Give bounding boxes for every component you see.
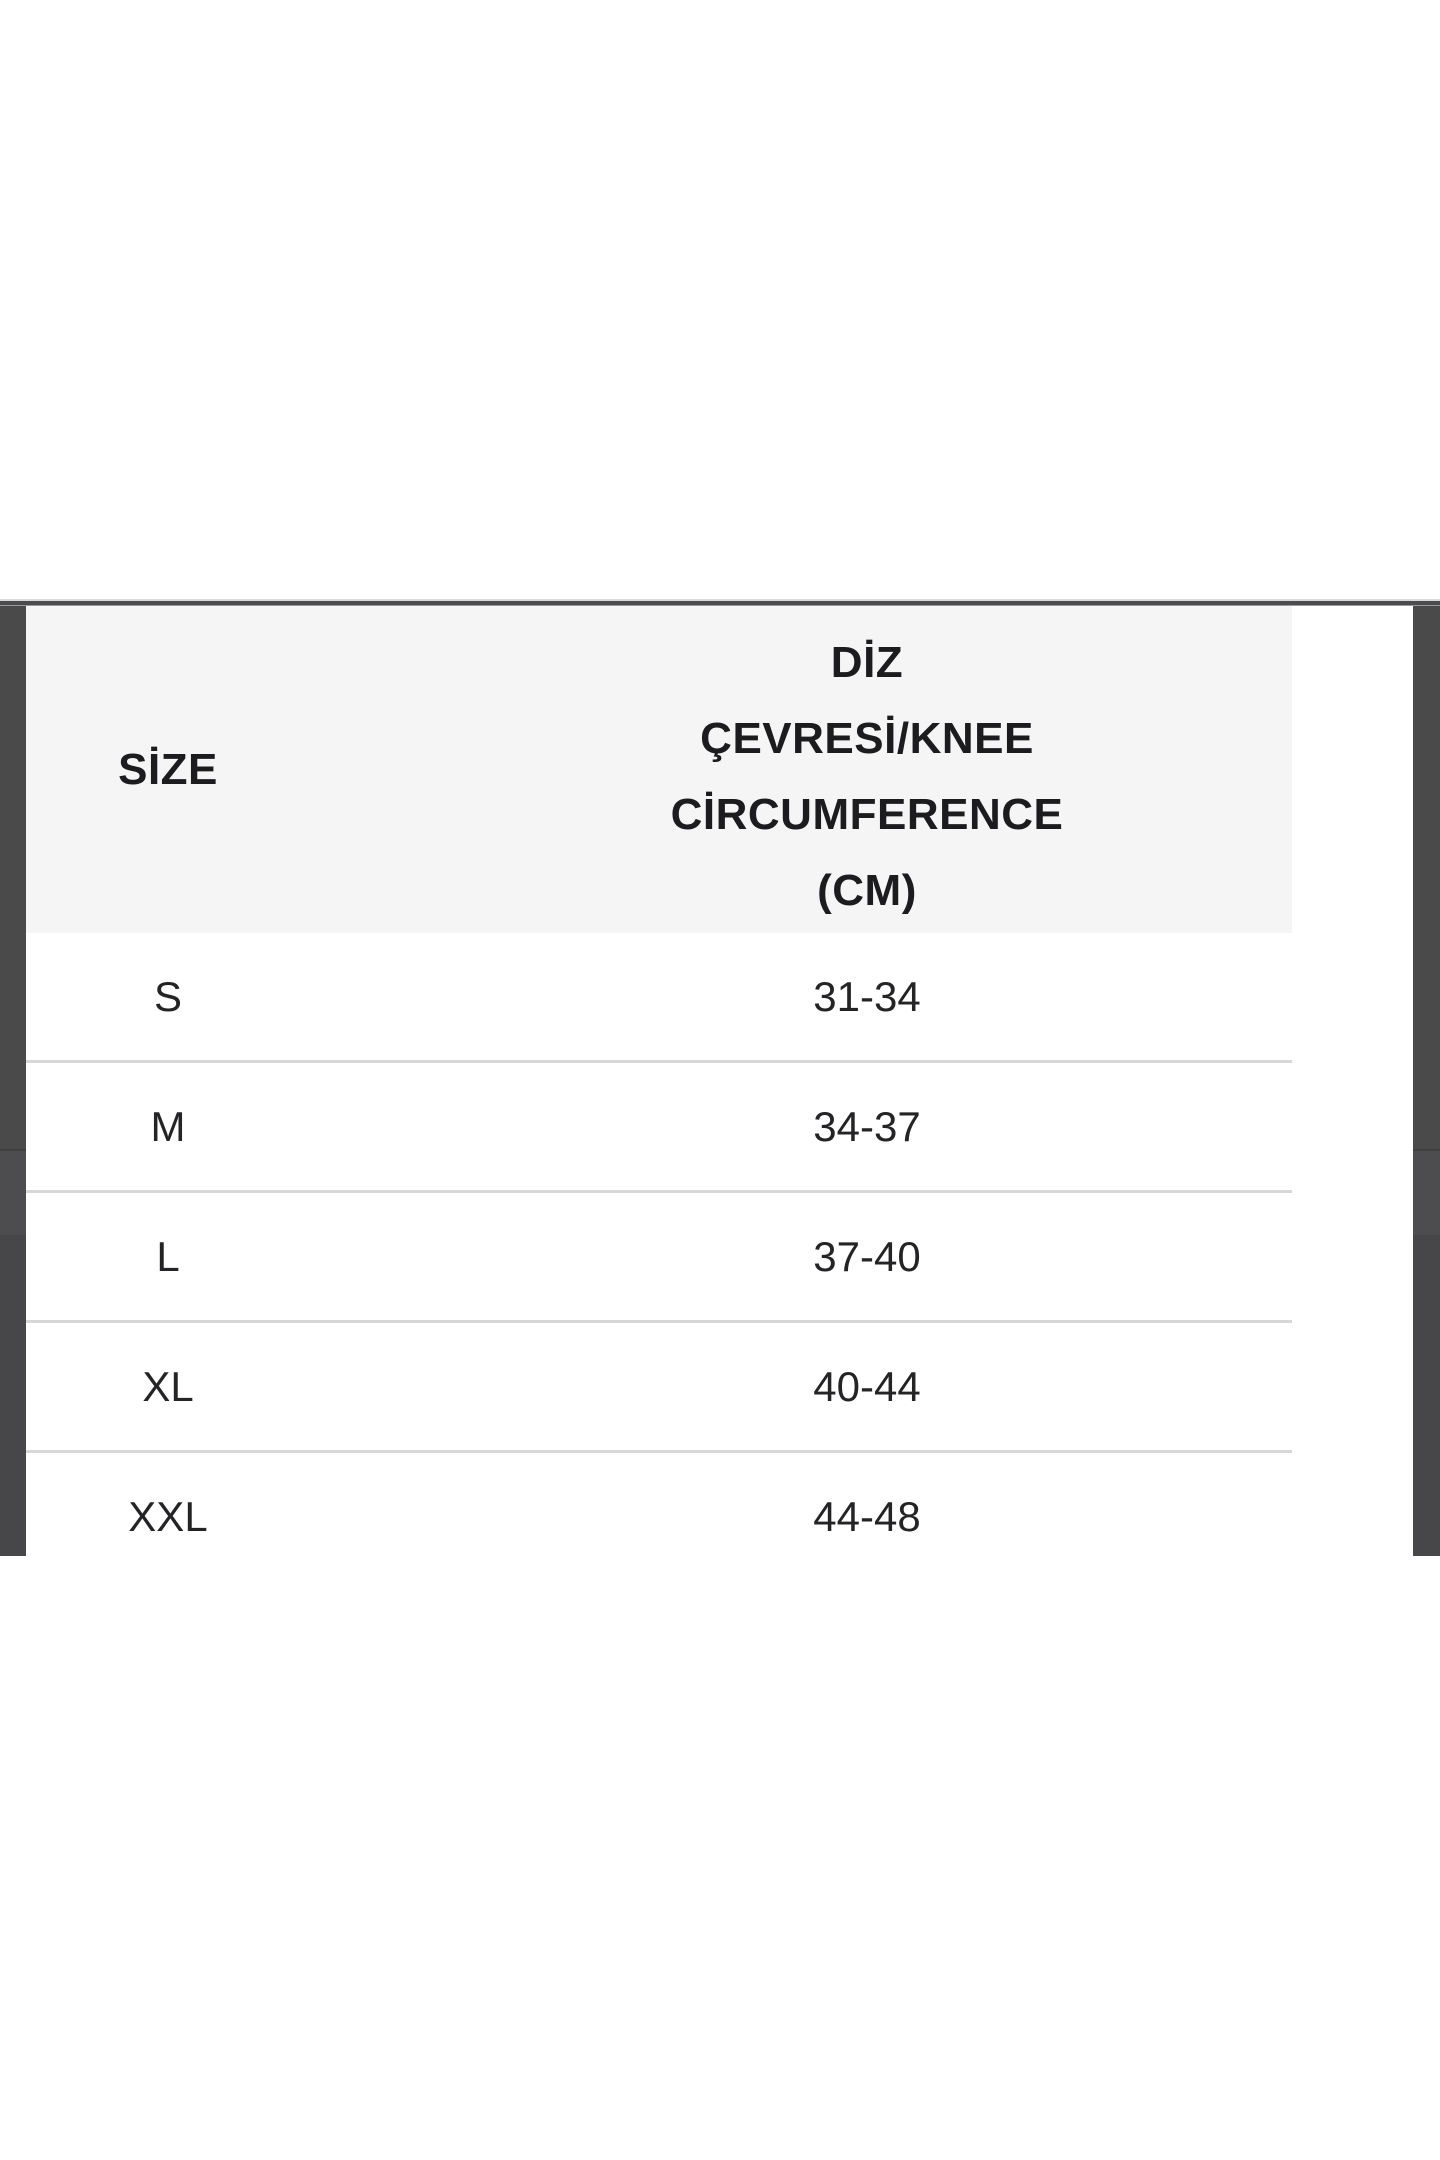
range-cell: 34-37 [813, 1102, 921, 1150]
size-chart-header-row: SİZE DİZ ÇEVRESİ/KNEE CİRCUMFERENCE (CM) [26, 606, 1292, 933]
table-row: L 37-40 [26, 1190, 1292, 1320]
range-cell: 44-48 [813, 1492, 921, 1540]
header-measure-line: (CM) [817, 865, 917, 915]
top-divider-rule [0, 599, 1440, 606]
header-measure-line: CİRCUMFERENCE [670, 789, 1064, 839]
size-cell: XXL [128, 1492, 208, 1540]
table-row: M 34-37 [26, 1060, 1292, 1190]
header-measure-line: DİZ [830, 637, 904, 687]
size-cell: M [150, 1102, 186, 1150]
left-edge-bar-segment [0, 1149, 26, 1235]
left-edge-bar [0, 606, 26, 1556]
table-row: XL 40-44 [26, 1320, 1292, 1450]
right-edge-bar-segment [1413, 606, 1440, 1149]
range-cell: 40-44 [813, 1362, 921, 1410]
table-row: XXL 44-48 [26, 1450, 1292, 1580]
header-measure-line: ÇEVRESİ/KNEE [700, 713, 1034, 763]
left-edge-bar-segment [0, 606, 26, 1149]
left-edge-bar-segment [0, 1235, 26, 1556]
right-edge-bar-segment [1413, 1149, 1440, 1235]
range-cell: 31-34 [813, 972, 921, 1020]
size-chart-table: SİZE DİZ ÇEVRESİ/KNEE CİRCUMFERENCE (CM)… [26, 606, 1292, 1580]
right-edge-bar [1413, 606, 1440, 1556]
table-row: S 31-34 [26, 933, 1292, 1060]
header-size-column-label: SİZE [118, 744, 218, 794]
range-cell: 37-40 [813, 1232, 921, 1280]
size-cell: XL [142, 1362, 194, 1410]
size-cell: S [153, 972, 182, 1020]
size-cell: L [156, 1232, 180, 1280]
header-measure-column-label: DİZ ÇEVRESİ/KNEE CİRCUMFERENCE (CM) [310, 606, 1292, 933]
right-edge-bar-segment [1413, 1235, 1440, 1556]
